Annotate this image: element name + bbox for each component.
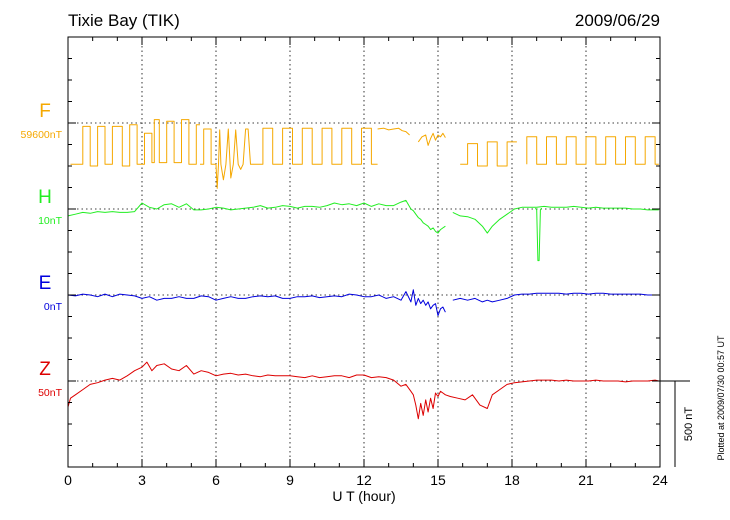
- series-line-e: [452, 292, 659, 303]
- series-baseline-f: 59600nT: [21, 129, 63, 141]
- x-axis-title: U T (hour): [332, 488, 395, 504]
- series-name-h: H: [38, 187, 52, 208]
- series-line-f: [526, 136, 659, 165]
- series-line-h: [452, 205, 659, 234]
- grid: [68, 37, 660, 467]
- series-layer: [67, 119, 659, 420]
- chart-title: Tixie Bay (TIK): [68, 11, 180, 30]
- component-labels: F 59600nT H 10nT E 0nT Z 50nT: [21, 101, 63, 399]
- x-tick-label: 12: [356, 472, 372, 488]
- x-tick-label: 18: [504, 472, 520, 488]
- series-line-z: [67, 361, 659, 420]
- x-tick-labels: 0 3 6 9 12 15 18 21 24: [64, 472, 668, 488]
- scale-bar-label: 500 nT: [683, 407, 695, 442]
- series-line-e: [67, 289, 446, 317]
- chart-date: 2009/06/29: [575, 11, 660, 30]
- series-baseline-e: 0nT: [44, 301, 63, 313]
- series-name-f: F: [39, 101, 51, 122]
- series-line-f: [253, 127, 378, 165]
- series-line-f: [460, 141, 517, 167]
- x-tick-label: 15: [430, 472, 446, 488]
- series-line-f: [200, 128, 253, 189]
- series-baseline-z: 50nT: [38, 387, 63, 399]
- series-line-f: [70, 119, 200, 167]
- scale-bar: 500 nT: [660, 380, 695, 467]
- series-line-f: [377, 127, 410, 136]
- axis-ticks: [67, 36, 661, 468]
- x-tick-label: 6: [212, 472, 220, 488]
- series-line-f: [417, 132, 446, 146]
- series-line-h: [534, 207, 543, 262]
- x-tick-label: 0: [64, 472, 72, 488]
- x-tick-label: 21: [578, 472, 594, 488]
- series-name-z: Z: [39, 359, 51, 380]
- x-tick-label: 3: [138, 472, 146, 488]
- x-tick-label: 9: [286, 472, 294, 488]
- series-name-e: E: [39, 273, 52, 294]
- plotted-note: Plotted at 2009/07/30 00:57 UT: [716, 335, 726, 461]
- series-line-h: [67, 199, 446, 234]
- x-tick-label: 24: [652, 472, 668, 488]
- series-baseline-h: 10nT: [38, 215, 63, 227]
